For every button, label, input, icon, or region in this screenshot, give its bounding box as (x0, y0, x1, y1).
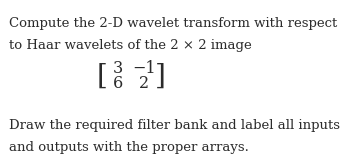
Text: [: [ (97, 63, 108, 90)
Text: 3: 3 (113, 60, 123, 77)
Text: 6: 6 (113, 75, 123, 92)
Text: ]: ] (154, 63, 165, 90)
Text: 2: 2 (139, 75, 149, 92)
Text: Compute the 2-D wavelet transform with respect: Compute the 2-D wavelet transform with r… (9, 17, 338, 30)
Text: Draw the required filter bank and label all inputs: Draw the required filter bank and label … (9, 119, 340, 132)
Text: to Haar wavelets of the 2 × 2 image: to Haar wavelets of the 2 × 2 image (9, 39, 252, 52)
Text: −1: −1 (132, 60, 156, 77)
Text: and outputs with the proper arrays.: and outputs with the proper arrays. (9, 140, 249, 154)
